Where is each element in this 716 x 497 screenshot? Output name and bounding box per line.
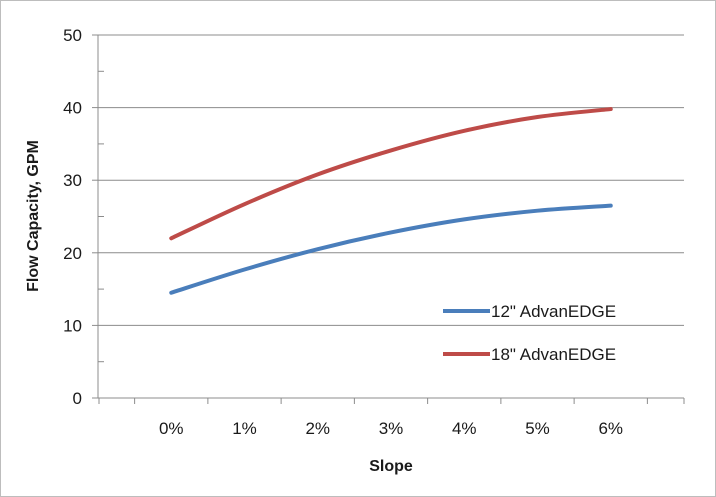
series-line-1 xyxy=(169,107,613,241)
y-tick-label-2: 20 xyxy=(63,244,82,263)
axes xyxy=(97,35,684,399)
legend-label-0: 12" AdvanEDGE xyxy=(491,302,616,321)
y-tick-label-4: 40 xyxy=(63,99,82,118)
y-tick-label-0: 0 xyxy=(73,389,82,408)
x-tick-label-3: 3% xyxy=(379,419,404,438)
y-axis-title: Flow Capacity, GPM xyxy=(25,140,42,292)
x-tick-label-6: 6% xyxy=(598,419,623,438)
x-axis-title: Slope xyxy=(369,458,413,475)
y-axis-ticks: 0 10 20 30 40 50 xyxy=(63,26,104,408)
y-tick-label-3: 30 xyxy=(63,171,82,190)
legend-label-1: 18" AdvanEDGE xyxy=(491,345,616,364)
series-line-0 xyxy=(169,203,613,295)
x-tick-label-4: 4% xyxy=(452,419,477,438)
y-tick-label-5: 50 xyxy=(63,26,82,45)
x-axis-ticks: 0% 1% 2% 3% 4% 5% 6% xyxy=(98,398,685,438)
x-tick-label-1: 1% xyxy=(232,419,257,438)
gridlines xyxy=(98,34,684,326)
x-tick-label-2: 2% xyxy=(305,419,330,438)
x-tick-label-5: 5% xyxy=(525,419,550,438)
y-tick-label-1: 10 xyxy=(63,316,82,335)
x-tick-label-0: 0% xyxy=(159,419,184,438)
legend: 12" AdvanEDGE 18" AdvanEDGE xyxy=(443,302,616,364)
series-lines xyxy=(169,107,613,295)
